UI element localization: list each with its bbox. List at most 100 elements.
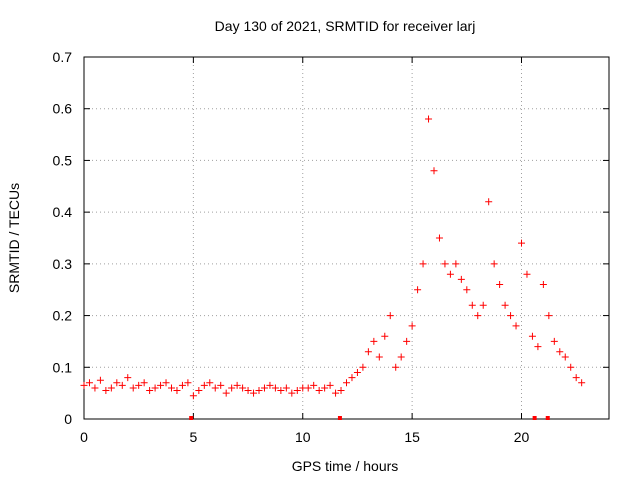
data-point (260, 384, 268, 392)
data-point (217, 381, 225, 389)
data-point (206, 379, 214, 387)
data-point (168, 384, 175, 392)
gridlines (84, 57, 609, 419)
data-point (157, 381, 165, 389)
data-point (326, 381, 334, 389)
data-point (239, 384, 247, 392)
data-point (102, 387, 110, 395)
x-tick-label: 5 (189, 429, 197, 445)
data-point (403, 337, 411, 345)
data-point (146, 387, 154, 395)
data-point (359, 363, 367, 371)
data-point (135, 381, 143, 389)
data-point (337, 387, 345, 395)
data-point (452, 260, 460, 268)
data-point (129, 384, 137, 392)
data-point (348, 374, 356, 382)
data-point (343, 379, 350, 387)
data-point (468, 301, 476, 309)
data-point (250, 389, 258, 397)
data-point (173, 387, 181, 395)
data-point (85, 379, 93, 387)
data-point (255, 387, 263, 395)
ticks (83, 56, 609, 420)
data-point (162, 379, 170, 387)
data-point (271, 384, 279, 392)
data-point (479, 301, 487, 309)
data-point (140, 379, 148, 387)
tick-labels: 0 5 10 15 20 0 0.1 0.2 0.3 0.4 0.5 0.6 0.7 (53, 49, 530, 445)
data-point (233, 381, 241, 389)
data-point (96, 376, 104, 384)
data-point (507, 312, 515, 320)
baseline-marker (337, 416, 342, 420)
data-point (288, 389, 296, 397)
data-point (124, 374, 132, 382)
data-point (370, 337, 378, 345)
x-tick-label: 0 (80, 429, 88, 445)
data-point (266, 381, 274, 389)
data-point (496, 281, 504, 289)
data-point (321, 384, 329, 392)
data-point (386, 312, 394, 320)
data-point (195, 387, 203, 395)
y-tick-label: 0.1 (53, 359, 73, 375)
data-point (572, 374, 580, 382)
data-point (118, 381, 126, 389)
data-point (430, 167, 438, 175)
y-tick-label: 0.5 (53, 152, 73, 168)
data-point (419, 260, 427, 268)
data-point (151, 384, 159, 392)
data-point (91, 384, 99, 392)
data-point (375, 353, 383, 361)
data-point (545, 312, 553, 320)
data-point (381, 332, 389, 340)
data-point (441, 260, 449, 268)
data-point (397, 353, 405, 361)
data-point (184, 379, 192, 387)
data-point (293, 387, 301, 395)
data-point (80, 381, 88, 389)
y-tick-label: 0.4 (53, 204, 73, 220)
data-point (189, 392, 197, 400)
data-point (457, 275, 465, 283)
data-point (512, 322, 520, 330)
data-point (561, 353, 569, 361)
data-point (277, 387, 285, 395)
data-point (200, 381, 208, 389)
data-points (80, 115, 586, 400)
data-point (107, 384, 115, 392)
data-point (534, 343, 542, 351)
x-axis-label: GPS time / hours (292, 458, 399, 474)
data-point (425, 115, 433, 123)
data-point (222, 389, 230, 397)
data-point (332, 389, 340, 397)
data-point (474, 312, 482, 320)
data-point (578, 379, 586, 387)
baseline-markers (189, 416, 550, 420)
data-point (550, 337, 558, 345)
data-point (501, 301, 509, 309)
plot-frame (83, 56, 610, 420)
data-point (304, 384, 312, 392)
baseline-marker (189, 416, 194, 420)
x-tick-label: 10 (295, 429, 311, 445)
chart-title: Day 130 of 2021, SRMTID for receiver lar… (215, 18, 476, 34)
x-tick-label: 20 (514, 429, 530, 445)
data-point (446, 270, 454, 278)
y-axis-label: SRMTID / TECUs (6, 183, 22, 293)
data-point (463, 286, 471, 294)
data-point (435, 234, 443, 242)
data-point (228, 384, 236, 392)
data-point (485, 198, 493, 206)
data-point (414, 286, 422, 294)
data-point (567, 363, 575, 371)
data-point (244, 387, 252, 395)
baseline-marker (545, 416, 550, 420)
data-point (556, 348, 564, 356)
data-point (408, 322, 416, 330)
data-point (282, 384, 290, 392)
data-point (178, 381, 186, 389)
data-point (364, 348, 372, 356)
data-point (315, 387, 323, 395)
